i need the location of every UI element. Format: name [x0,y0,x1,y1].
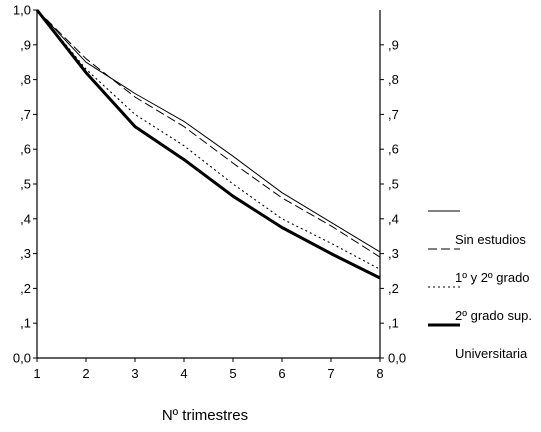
right-y-tick-label: ,9 [388,37,399,52]
x-tick-label: 3 [131,366,138,381]
left-y-tick-label: ,9 [20,37,31,52]
x-tick-label: 4 [180,366,187,381]
left-y-tick-label: ,2 [20,281,31,296]
right-y-tick-label: ,5 [388,177,399,192]
x-tick-label: 6 [278,366,285,381]
series-lines [35,9,381,280]
right-y-tick-label: ,8 [388,72,399,87]
x-tick-label: 2 [82,366,89,381]
x-axis-label: Nº trimestres [162,407,248,424]
x-tick-label: 8 [376,366,383,381]
right-y-tick-label: 0,0 [388,351,406,366]
left-y-tick-label: ,4 [20,211,31,226]
x-tick-label: 5 [229,366,236,381]
series-line [36,9,381,258]
right-y-tick-label: ,2 [388,281,399,296]
left-y-tick-label: ,8 [20,72,31,87]
right-y-tick-label: ,3 [388,246,399,261]
right-y-tick-label: ,7 [388,107,399,122]
legend-label: 1º y 2º grado [455,270,530,285]
left-y-tick-label: ,7 [20,107,31,122]
series-line [36,9,381,270]
left-y-tick-label: 1,0 [13,3,31,18]
right-y-tick-label: ,6 [388,142,399,157]
axes [33,9,384,362]
legend-label: Universitaria [455,346,528,361]
legend-label: Sin estudios [455,232,526,247]
right-y-tick-label: ,1 [388,316,399,331]
x-tick-label: 1 [33,366,40,381]
right-y-tick-label: ,4 [388,211,399,226]
series-line [36,9,381,253]
left-y-tick-label: 0,0 [13,351,31,366]
legend-label: 2º grado sup. [455,308,532,323]
tick-labels: 0,0 ,1 ,2 ,3 ,4 ,5 ,6 ,7 ,8 ,9 1,0 0,0 ,1 ,2 ,3 ,4 ,5 ,6,… [13,3,406,382]
left-y-tick-label: ,1 [20,316,31,331]
left-y-tick-label: ,5 [20,177,31,192]
x-tick-label: 7 [327,366,334,381]
legend: Sin estudios 1º y 2º grado 2º grado sup. Un… [428,210,532,361]
left-y-tick-label: ,6 [20,142,31,157]
series-line [35,9,381,280]
left-y-tick-label: ,3 [20,246,31,261]
